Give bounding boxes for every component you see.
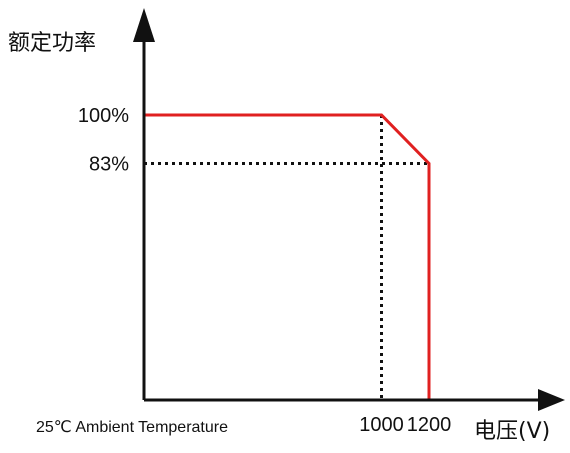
x-tick-label: 1000	[359, 414, 404, 436]
y-axis-arrow-icon	[133, 8, 155, 42]
tick-labels: 100% 83% 1000 1200	[78, 105, 451, 436]
y-axis-title: 额定功率	[8, 31, 96, 56]
x-axis-title: 电压(V)	[474, 419, 550, 444]
y-tick-label: 100%	[78, 105, 129, 127]
axes	[133, 8, 565, 411]
x-tick-label: 1200	[407, 414, 452, 436]
y-tick-label: 83%	[89, 153, 129, 175]
ambient-temperature-note: 25℃ Ambient Temperature	[36, 419, 228, 436]
x-axis-arrow-icon	[538, 389, 565, 411]
series-layer	[144, 113, 431, 400]
derating-curve-line	[144, 113, 431, 400]
reference-lines	[144, 115, 429, 400]
